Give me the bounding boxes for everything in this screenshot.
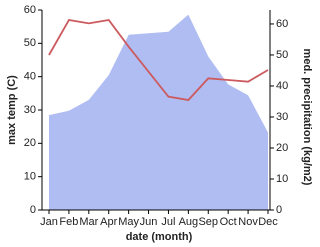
x-tick-label: Nov (238, 216, 258, 228)
y2-tick-label: 0 (276, 204, 282, 216)
y-tick-label: 60 (24, 4, 36, 16)
precipitation-area (49, 14, 268, 210)
x-tick-label: Aug (179, 216, 199, 228)
x-tick-label: Jan (40, 216, 58, 228)
x-tick-label: Dec (258, 216, 278, 228)
x-tick-label: Oct (220, 216, 237, 228)
y-tick-label: 40 (24, 71, 36, 83)
x-tick-label: Sep (198, 216, 218, 228)
x-tick-label: Jun (140, 216, 158, 228)
y2-tick-label: 60 (276, 18, 288, 30)
x-tick-label: May (118, 216, 139, 228)
temperature-line (48, 19, 269, 101)
x-tick-label: Feb (59, 216, 78, 228)
y-tick-label: 30 (24, 104, 36, 116)
x-tick-label: Jul (161, 216, 175, 228)
x-axis-label: date (month) (126, 231, 193, 243)
y2-tick-label: 30 (276, 111, 288, 123)
y2-tick-label: 50 (276, 49, 288, 61)
y-tick-label: 10 (24, 171, 36, 183)
y-tick-label: 50 (24, 37, 36, 49)
y2-axis-label: med. precipitation (kg/m2) (301, 49, 313, 186)
y-tick-label: 0 (30, 204, 36, 216)
y2-tick-label: 10 (276, 173, 288, 185)
y-tick-label: 20 (24, 137, 36, 149)
y2-tick-label: 20 (276, 142, 288, 154)
x-tick-label: Apr (100, 216, 117, 228)
y2-tick-label: 40 (276, 80, 288, 92)
x-tick-label: Mar (79, 216, 98, 228)
y-axis-label: max temp (C) (6, 75, 18, 145)
